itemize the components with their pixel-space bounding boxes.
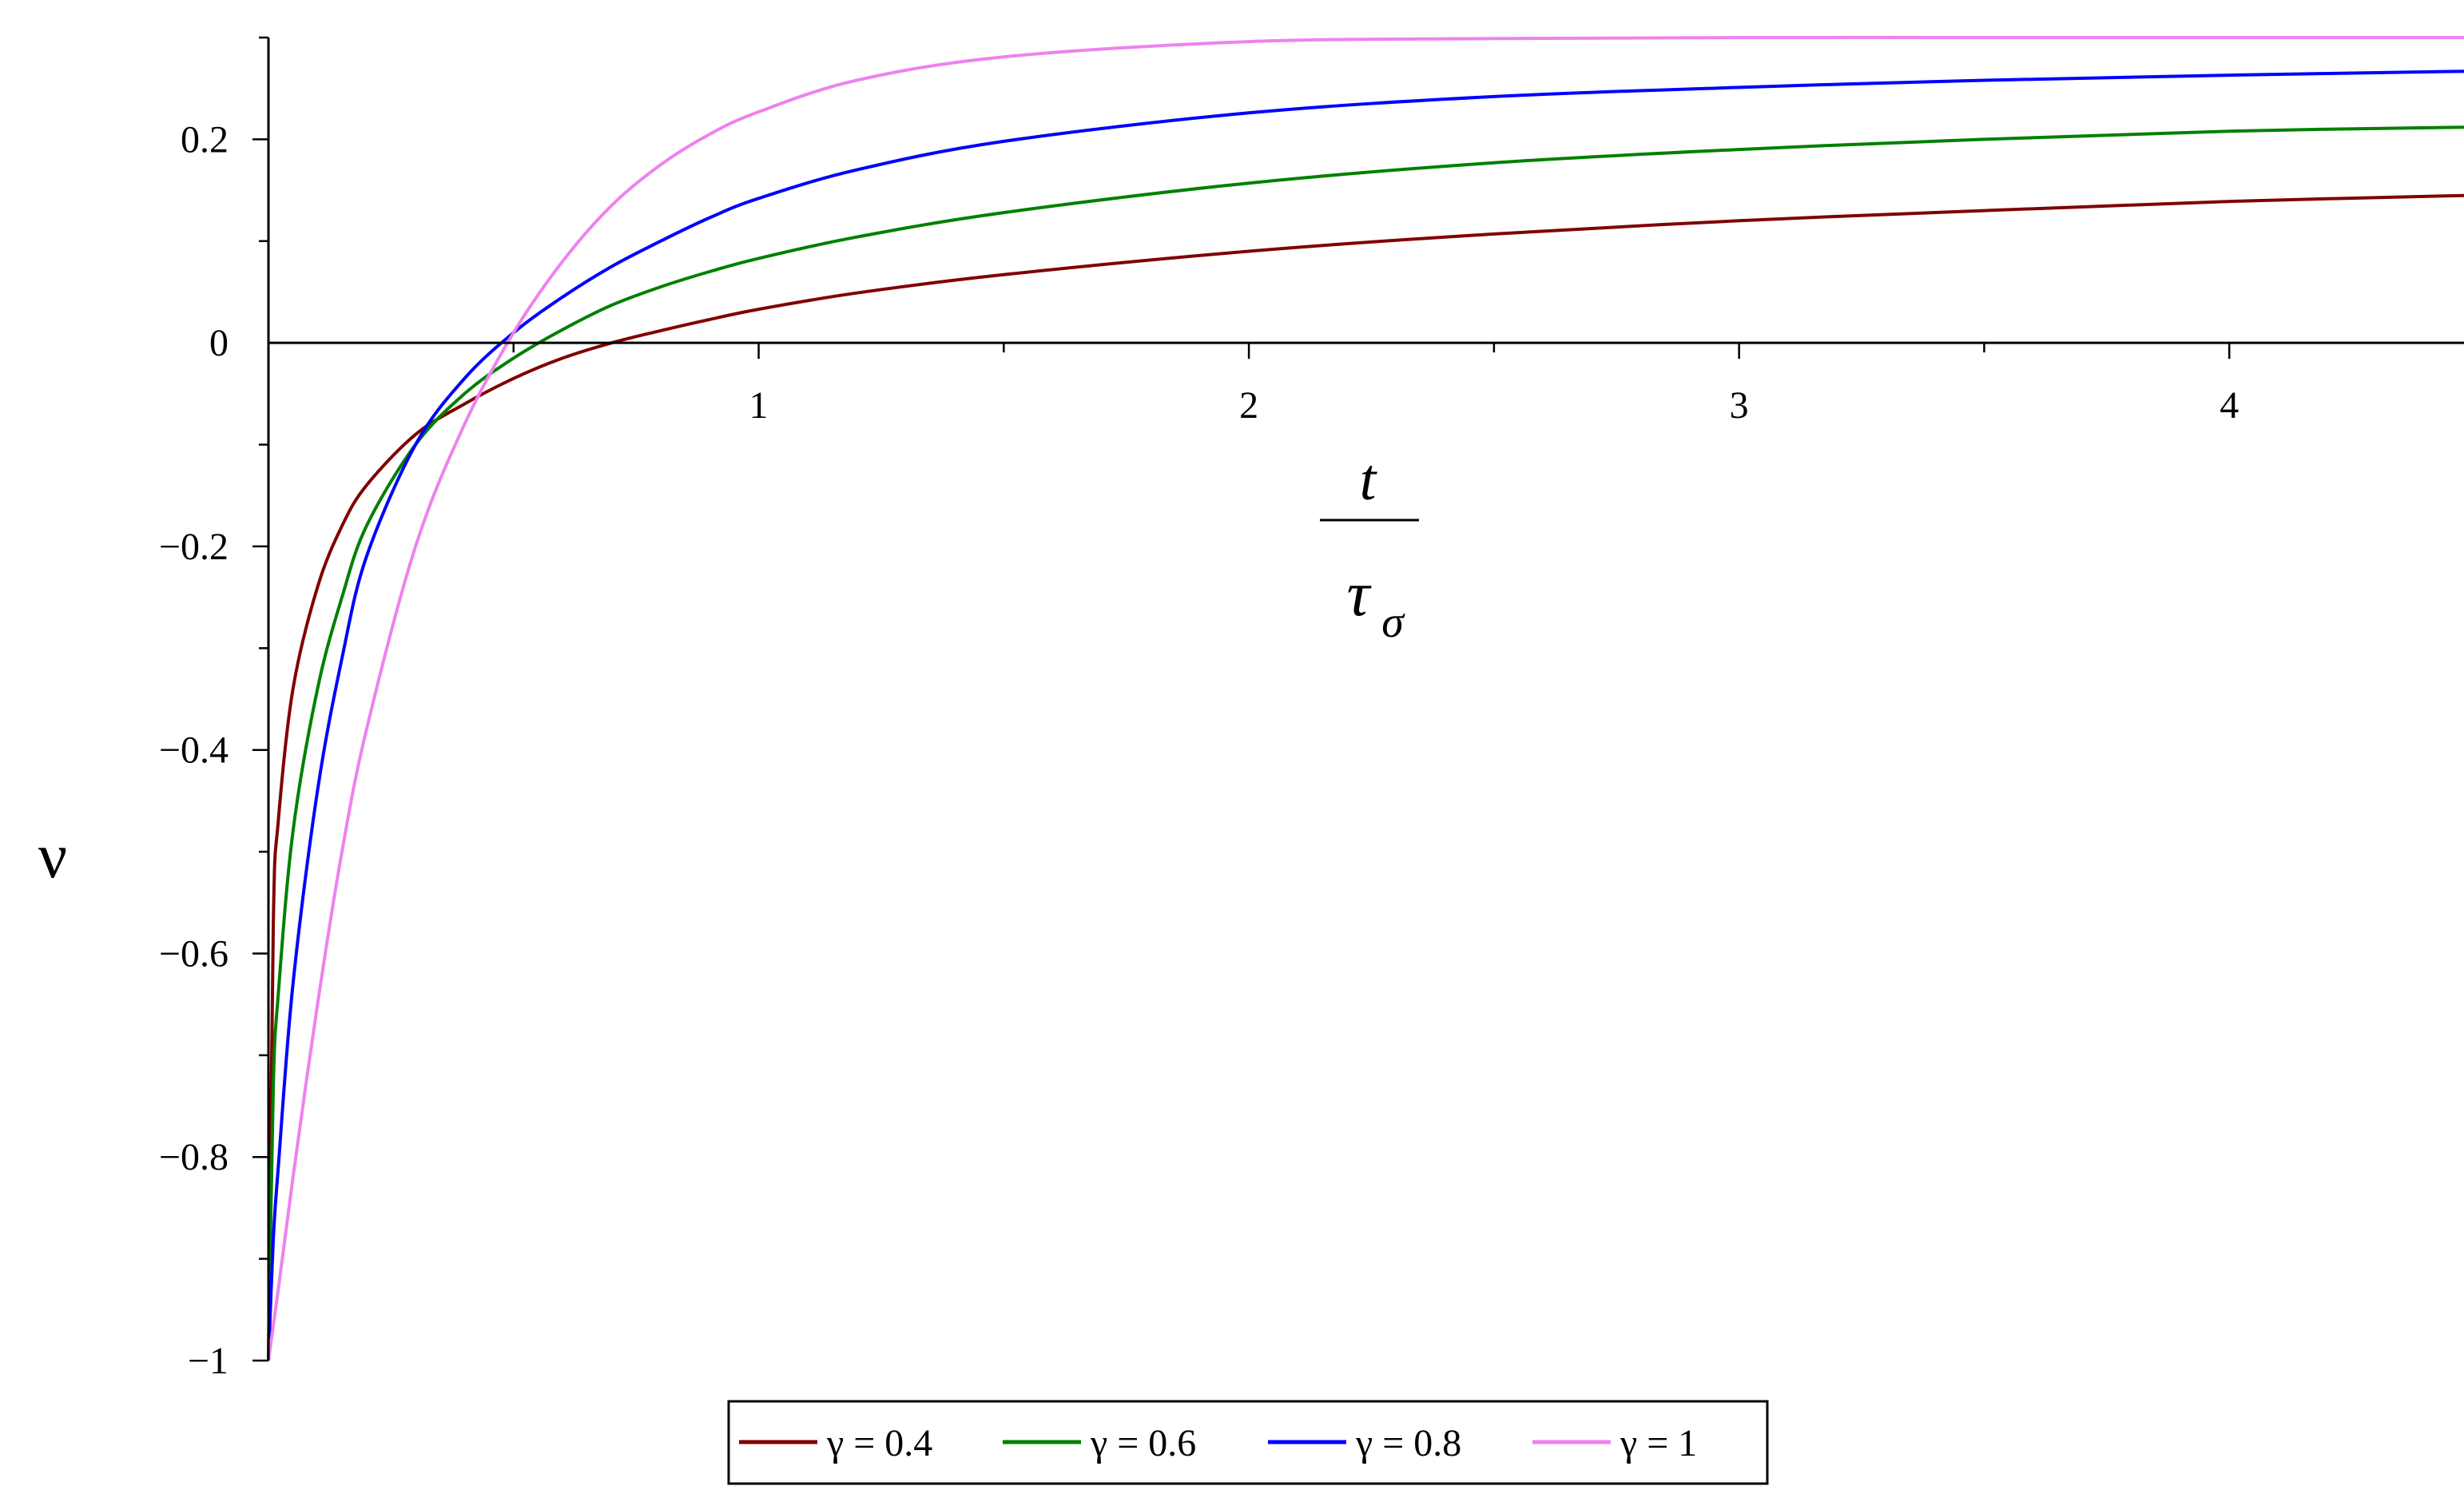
series-line-1 xyxy=(267,193,2464,1361)
x-axis-label-numerator: t xyxy=(1360,447,1378,513)
y-tick-label: −0.8 xyxy=(159,1136,229,1178)
y-tick-label: 0.2 xyxy=(181,118,229,161)
legend-label-4: γ = 1 xyxy=(1619,1422,1697,1464)
y-tick-label: −0.2 xyxy=(159,526,229,568)
y-tick-label: −1 xyxy=(188,1340,229,1382)
x-axis-label-denominator: τ xyxy=(1347,559,1373,630)
legend-label-1: γ = 0.4 xyxy=(826,1422,932,1464)
series-line-2 xyxy=(267,125,2464,1361)
legend: γ = 0.4 γ = 0.6 γ = 0.8 γ = 1 xyxy=(727,1400,1769,1485)
series-line-3 xyxy=(267,70,2464,1361)
x-tick-label: 3 xyxy=(1730,384,1749,427)
x-axis-label: t τ σ xyxy=(1320,447,1419,647)
x-tick-label: 4 xyxy=(2220,384,2239,427)
curves-layer xyxy=(267,35,2464,1361)
y-tick-label: −0.4 xyxy=(159,729,229,772)
axes-layer: 1 2 3 4 0.2 0 −0.2 −0.4 −0.6 −0.8 −1 xyxy=(159,36,2464,1382)
series-line-4 xyxy=(267,35,2464,1361)
x-axis-label-subscript: σ xyxy=(1381,598,1405,647)
x-tick-label: 1 xyxy=(749,384,769,427)
legend-label-3: γ = 0.8 xyxy=(1355,1422,1461,1464)
x-tick-label: 2 xyxy=(1239,384,1258,427)
y-tick-label: −0.6 xyxy=(159,932,229,975)
y-tick-label: 0 xyxy=(209,322,229,364)
y-axis-label: ν xyxy=(38,821,67,892)
legend-label-2: γ = 0.6 xyxy=(1090,1422,1196,1464)
